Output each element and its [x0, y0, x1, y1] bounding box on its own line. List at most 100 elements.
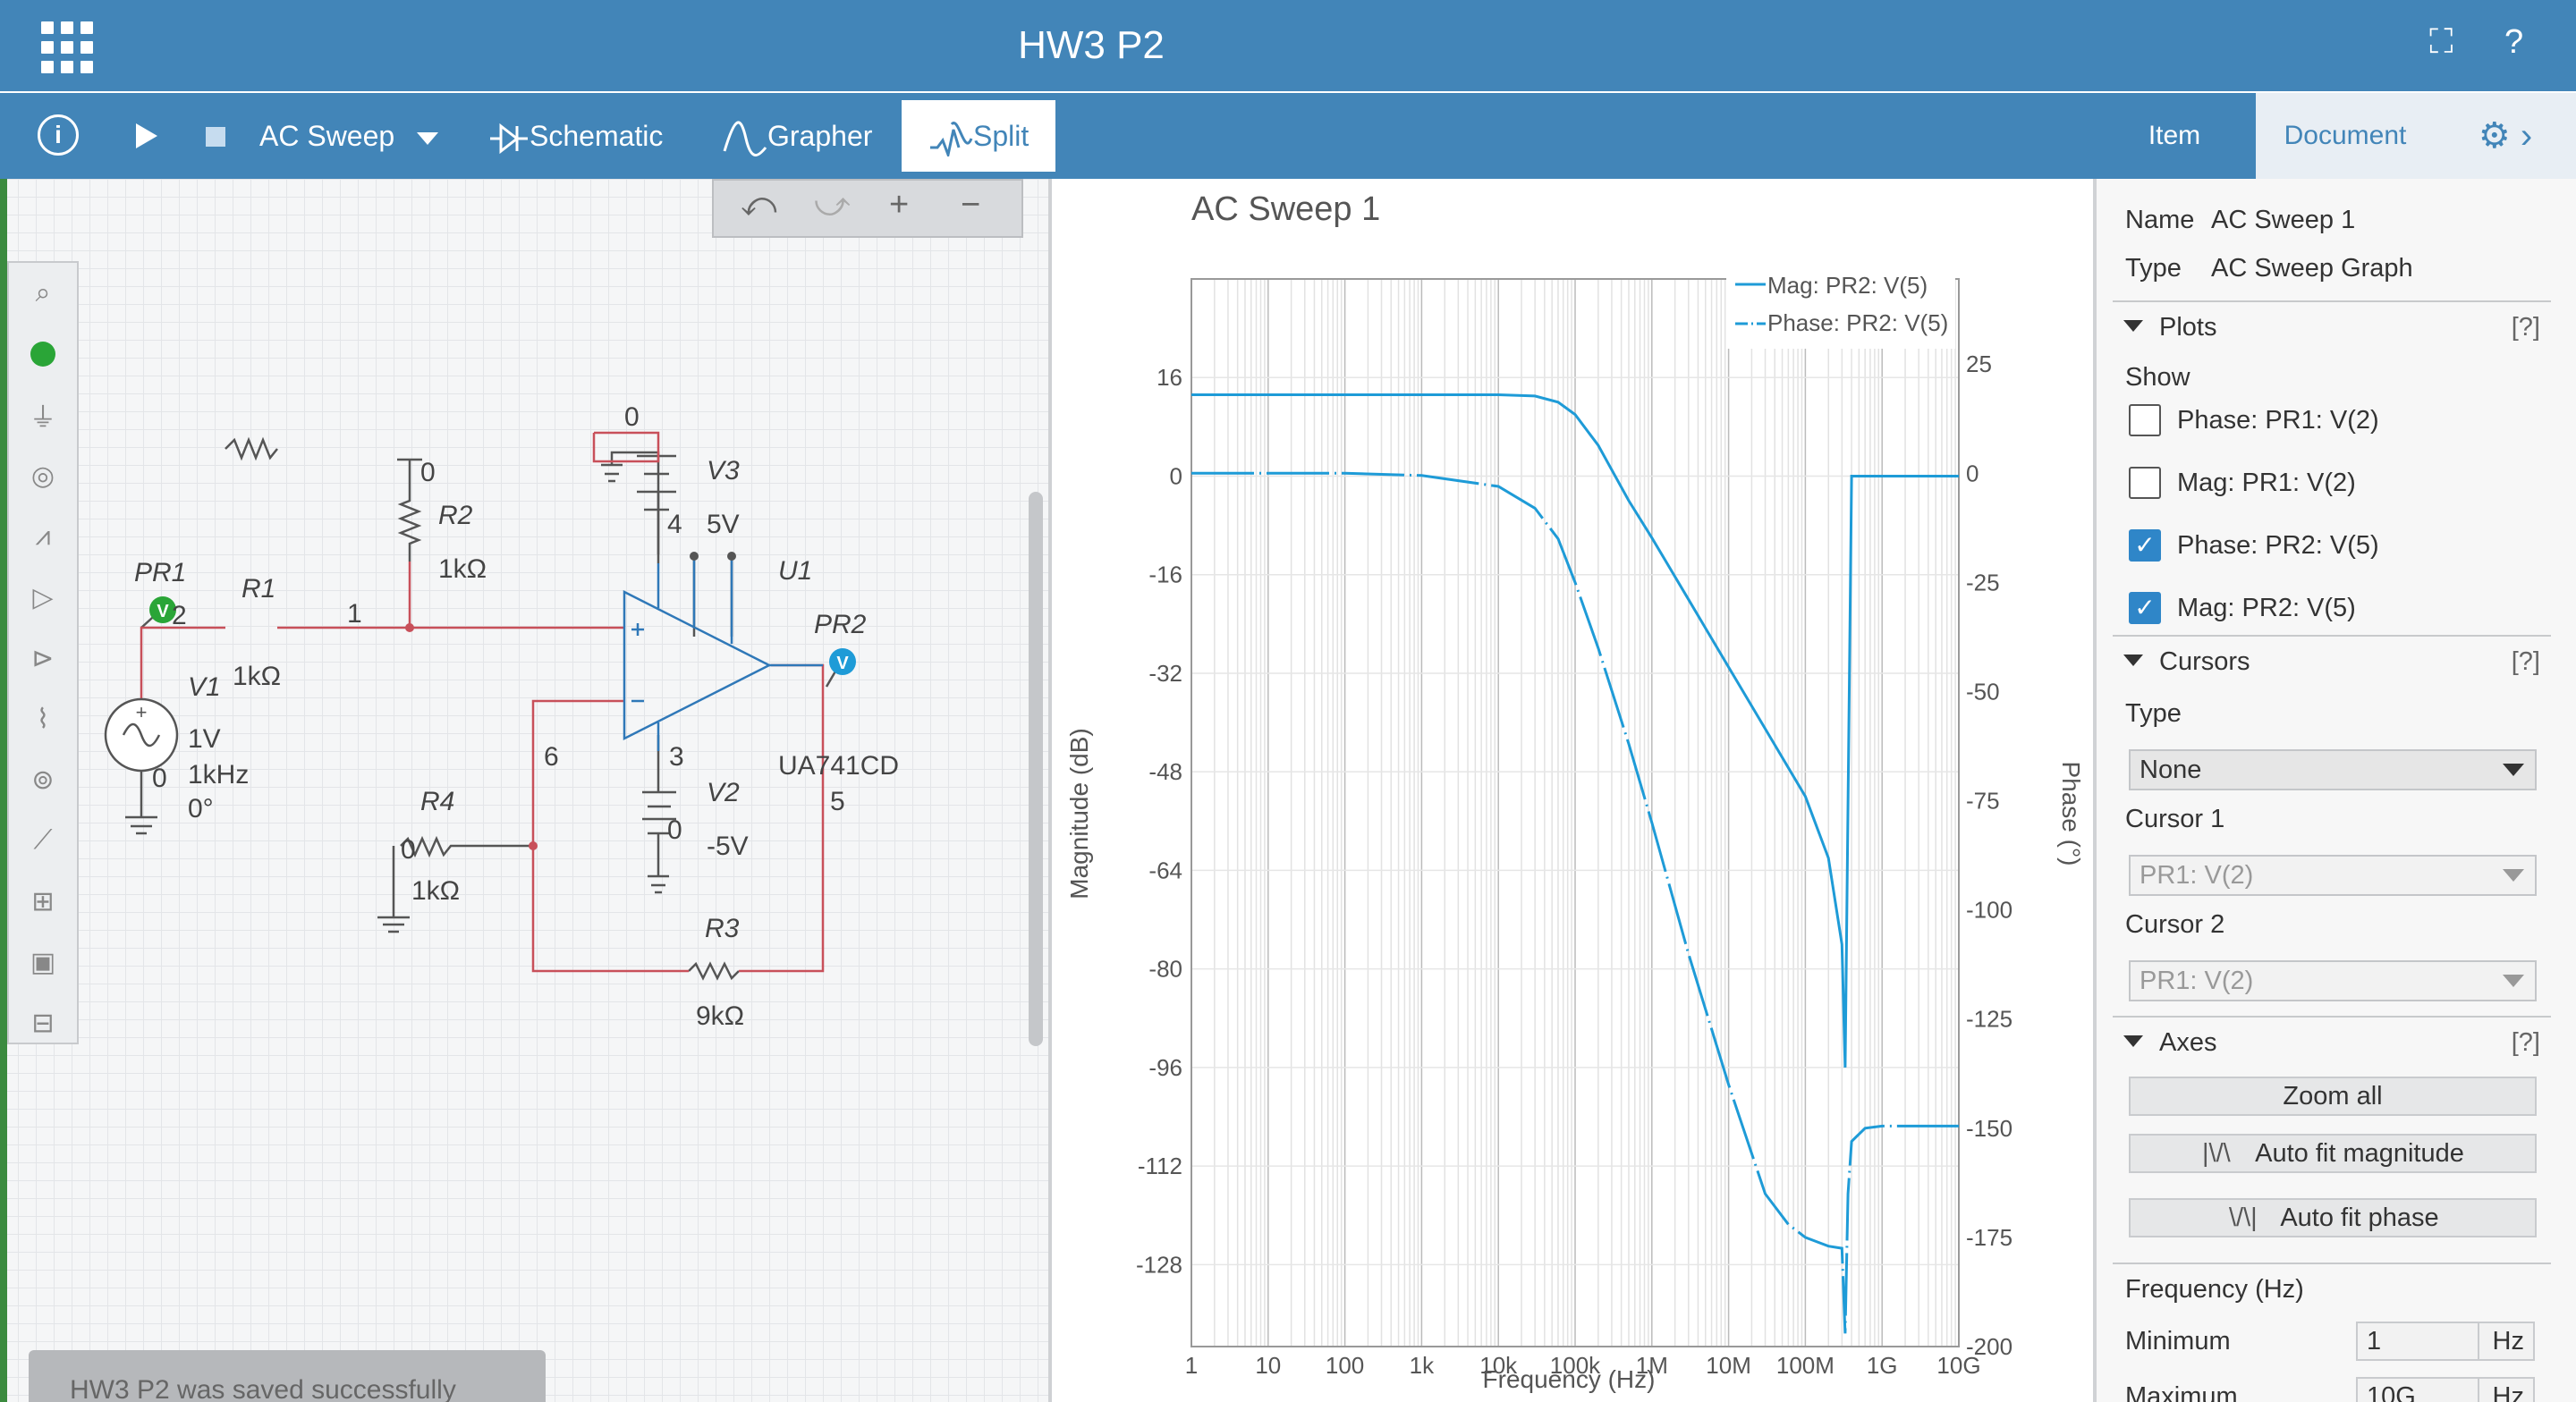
- switch-tool-icon[interactable]: ⟋: [33, 825, 53, 855]
- plot-checkbox[interactable]: ✓: [2129, 529, 2161, 562]
- ground-tool-icon[interactable]: ⏚: [30, 403, 56, 433]
- y2-tick-label: -200: [1966, 1333, 2012, 1360]
- magnitude-series-line: [1191, 393, 1959, 1068]
- cursor2-select[interactable]: PR1: V(2): [2129, 960, 2537, 1001]
- schematic-canvas[interactable]: + V V PR1 R1 1kΩ 1 2 R2 1kΩ 0 V1 0 1V 1k…: [0, 179, 1048, 1402]
- svg-text:+: +: [136, 701, 148, 723]
- gear-icon[interactable]: ⚙ ›: [2435, 93, 2576, 179]
- maximum-value: 10G: [2367, 1382, 2416, 1402]
- lamp-tool-icon[interactable]: ⊚: [31, 764, 55, 795]
- v3-label: V3: [707, 456, 740, 486]
- tab-document[interactable]: Document: [2256, 93, 2435, 179]
- zoom-all-button[interactable]: Zoom all: [2129, 1077, 2537, 1116]
- properties-tabs: Item Document ⚙ ›: [2093, 93, 2576, 179]
- help-icon[interactable]: ?: [2504, 23, 2524, 61]
- legend: Mag: PR2: V(5) Phase: PR2: V(5): [1726, 266, 1955, 349]
- info-icon[interactable]: i: [38, 114, 79, 156]
- play-icon[interactable]: [136, 123, 157, 148]
- axes-title: Axes: [2159, 1028, 2217, 1057]
- redo-icon[interactable]: ⤻: [814, 186, 851, 224]
- x-tick-label: 10k: [1479, 1352, 1518, 1379]
- tab-split[interactable]: Split: [902, 100, 1056, 172]
- v2-gnd-node: 0: [667, 815, 682, 845]
- cursor2-value: PR1: V(2): [2140, 967, 2254, 995]
- zoom-in-icon[interactable]: +: [889, 186, 910, 224]
- x-tick-label: 1G: [1867, 1352, 1898, 1379]
- v1-amplitude: 1V: [188, 724, 221, 754]
- cursor1-select[interactable]: PR1: V(2): [2129, 855, 2537, 896]
- cursor-type-value: None: [2140, 756, 2202, 784]
- cursors-help[interactable]: [?]: [2511, 647, 2540, 676]
- source-tool-icon[interactable]: ◎: [30, 460, 55, 491]
- legend-phase: Phase: PR2: V(5): [1767, 309, 1948, 336]
- apps-grid-icon[interactable]: [41, 21, 93, 73]
- chevron-down-icon: [2503, 975, 2524, 987]
- y2-tick-label: -50: [1966, 678, 2000, 705]
- probe-tool-icon[interactable]: [9, 324, 77, 384]
- u1-label: U1: [778, 556, 812, 586]
- chevron-down-icon: [2503, 869, 2524, 882]
- diode-tool-icon[interactable]: ⊳: [31, 643, 55, 673]
- transistor-tool-icon[interactable]: ⌇: [36, 704, 50, 734]
- x-tick-label: 100M: [1776, 1352, 1835, 1379]
- search-icon[interactable]: ⌕: [35, 278, 51, 308]
- cursors-section-header[interactable]: Cursors [?]: [2113, 635, 2551, 692]
- auto-fit-magnitude-button[interactable]: |\/\ Auto fit magnitude: [2129, 1134, 2537, 1173]
- plot-checkbox-label: Mag: PR2: V(5): [2177, 594, 2356, 622]
- auto-fit-phase-button[interactable]: \/\| Auto fit phase: [2129, 1198, 2537, 1237]
- plot-checkbox-label: Phase: PR1: V(2): [2177, 406, 2379, 435]
- plot-checkbox[interactable]: [2129, 404, 2161, 436]
- minimum-input[interactable]: 1 Hz: [2356, 1322, 2535, 1361]
- plot-checkbox[interactable]: ✓: [2129, 592, 2161, 624]
- logic-tool-icon[interactable]: ⊞: [31, 886, 55, 916]
- zoom-out-icon[interactable]: −: [961, 186, 981, 224]
- v3-value: 5V: [707, 510, 740, 539]
- svg-text:V: V: [157, 602, 169, 621]
- minimum-unit: Hz: [2492, 1327, 2524, 1356]
- collapse-triangle-icon: [2123, 320, 2143, 332]
- diode-icon: [490, 122, 528, 154]
- split-divider[interactable]: [1048, 179, 1052, 1402]
- x-tick-label: 1M: [1636, 1352, 1668, 1379]
- maximum-input[interactable]: 10G Hz: [2356, 1377, 2535, 1402]
- tab-grapher-label: Grapher: [767, 120, 873, 152]
- tab-item[interactable]: Item: [2093, 93, 2256, 179]
- top-node-label: 0: [624, 402, 640, 432]
- plots-help[interactable]: [?]: [2511, 313, 2540, 342]
- y-tick-label: 0: [1170, 462, 1182, 489]
- resistor-tool-icon[interactable]: ⩘: [35, 521, 51, 551]
- chevron-down-icon: [2503, 764, 2524, 776]
- plot-checkbox[interactable]: [2129, 467, 2161, 499]
- y2-axis-label: Phase (°): [2057, 761, 2085, 866]
- plots-section-header[interactable]: Plots [?]: [2113, 300, 2551, 358]
- type-label: Type: [2125, 254, 2182, 283]
- node-1-label: 1: [347, 599, 362, 629]
- tab-schematic[interactable]: Schematic: [488, 93, 663, 179]
- out-node-label: 5: [830, 787, 845, 816]
- r4-value: 1kΩ: [411, 876, 460, 906]
- schematic-drawing: + V V PR1 R1 1kΩ 1 2 R2 1kΩ 0 V1 0 1V 1k…: [104, 402, 899, 1031]
- y2-tick-label: -100: [1966, 897, 2012, 924]
- collapse-triangle-icon: [2123, 655, 2143, 666]
- undo-icon[interactable]: ⤺: [741, 186, 777, 224]
- tab-grapher[interactable]: Grapher: [723, 93, 872, 179]
- y-tick-label: -96: [1148, 1054, 1182, 1081]
- chip-tool-icon[interactable]: ▣: [30, 947, 56, 977]
- axes-section-header[interactable]: Axes [?]: [2113, 1016, 2551, 1073]
- fullscreen-icon[interactable]: ⛶: [2429, 23, 2453, 61]
- cursor-type-select[interactable]: None: [2129, 749, 2537, 790]
- sim-type-label: AC Sweep: [259, 120, 395, 152]
- cursor1-value: PR1: V(2): [2140, 861, 2254, 890]
- plot-checkbox-label: Mag: PR1: V(2): [2177, 469, 2356, 497]
- axes-help[interactable]: [?]: [2511, 1028, 2540, 1057]
- connector-tool-icon[interactable]: ⊟: [31, 1008, 55, 1038]
- stop-icon[interactable]: [206, 127, 225, 147]
- collapse-triangle-icon: [2123, 1035, 2143, 1047]
- v1-phase: 0°: [188, 794, 214, 823]
- sim-type-dropdown[interactable]: AC Sweep: [259, 93, 439, 179]
- vertical-scrollbar[interactable]: [1029, 492, 1043, 1046]
- opamp-tool-icon[interactable]: ▷: [32, 582, 54, 612]
- x-tick-label: 1: [1185, 1352, 1198, 1379]
- y-tick-label: -32: [1148, 660, 1182, 687]
- y-axis-label: Magnitude (dB): [1065, 728, 1093, 899]
